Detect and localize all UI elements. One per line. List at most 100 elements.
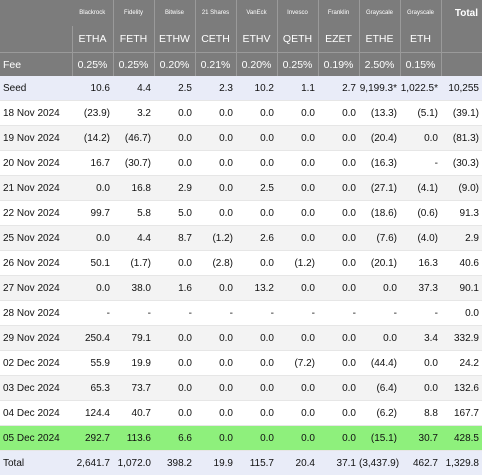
fee-eth: 0.15% xyxy=(400,52,442,76)
flow-cell: 0.0 xyxy=(318,200,359,226)
ticker-feth: FETH xyxy=(113,26,155,53)
flow-cell: 0.0 xyxy=(400,350,441,376)
ticker-qeth: QETH xyxy=(277,26,319,53)
issuer-bitwise: Bitwise xyxy=(154,0,196,26)
flow-cell: 0.0 xyxy=(154,350,195,376)
flow-cell: 0.0 xyxy=(236,200,277,226)
flow-cell: 0.0 xyxy=(318,350,359,376)
fee-etha: 0.25% xyxy=(72,52,114,76)
row-total-cell: 167.7 xyxy=(441,400,482,426)
flow-cell: 6.6 xyxy=(154,425,195,451)
flow-cell: 5.8 xyxy=(113,200,154,226)
corner-cell xyxy=(0,0,72,26)
row-date: 27 Nov 2024 xyxy=(0,275,72,301)
flow-cell: 19.9 xyxy=(113,350,154,376)
flow-cell: 10.2 xyxy=(236,76,277,101)
flow-cell: 0.0 xyxy=(277,150,318,176)
flow-cell: (15.1) xyxy=(359,425,400,451)
flow-cell: 4.4 xyxy=(113,225,154,251)
flow-cell: (7.2) xyxy=(277,350,318,376)
flow-cell: 2.7 xyxy=(318,76,359,101)
flow-cell: 0.0 xyxy=(236,425,277,451)
flow-cell: (27.1) xyxy=(359,175,400,201)
flow-cell: - xyxy=(236,300,277,326)
flow-cell: 0.0 xyxy=(318,400,359,426)
flow-cell: 0.0 xyxy=(72,275,113,301)
flow-cell: (6.2) xyxy=(359,400,400,426)
row-total-cell: 90.1 xyxy=(441,275,482,301)
flow-cell: 0.0 xyxy=(154,400,195,426)
flow-cell: 0.0 xyxy=(195,200,236,226)
flow-cell: 3.4 xyxy=(400,325,441,351)
table-row: 27 Nov 2024 0.0 38.0 1.6 0.0 13.2 0.0 0.0 0.0 37.… xyxy=(0,275,482,301)
flow-cell: (5.1) xyxy=(400,100,441,126)
flow-cell: 0.0 xyxy=(318,425,359,451)
row-total-cell: 40.6 xyxy=(441,250,482,276)
row-total-cell: (39.1) xyxy=(441,100,482,126)
flow-cell: 0.0 xyxy=(400,125,441,151)
fee-feth: 0.25% xyxy=(113,52,155,76)
flow-cell: 8.8 xyxy=(400,400,441,426)
flow-cell: 0.0 xyxy=(359,275,400,301)
row-total-cell: (9.0) xyxy=(441,175,482,201)
flow-cell: 0.0 xyxy=(154,250,195,276)
flow-cell: 0.0 xyxy=(277,125,318,151)
flow-cell: (3,437.9) xyxy=(359,450,400,475)
flow-cell: 1.6 xyxy=(154,275,195,301)
flow-cell: 0.0 xyxy=(318,325,359,351)
flow-cell: 2.5 xyxy=(236,175,277,201)
flow-cell: - xyxy=(359,300,400,326)
table-row: 19 Nov 2024 (14.2) (46.7) 0.0 0.0 0.0 0.0 0.0 (2… xyxy=(0,125,482,151)
fee-ezet: 0.19% xyxy=(318,52,360,76)
flow-cell: 0.0 xyxy=(195,275,236,301)
table-row: 22 Nov 2024 99.7 5.8 5.0 0.0 0.0 0.0 0.0 (18.6)(… xyxy=(0,200,482,226)
flow-cell: (44.4) xyxy=(359,350,400,376)
total-row: Total 2,641.7 1,072.0 398.2 19.9 115.7 20.4 37.… xyxy=(0,450,482,475)
flow-cell: 0.0 xyxy=(195,375,236,401)
table-row: 26 Nov 2024 50.1 (1.7) 0.0 (2.8) 0.0 (1.2) 0.0(… xyxy=(0,250,482,276)
flow-cell: (14.2) xyxy=(72,125,113,151)
flow-cell: 0.0 xyxy=(236,150,277,176)
flow-cell: 0.0 xyxy=(72,175,113,201)
flow-cell: 50.1 xyxy=(72,250,113,276)
fee-qeth: 0.25% xyxy=(277,52,319,76)
flow-cell: (6.4) xyxy=(359,375,400,401)
flow-cell: 16.7 xyxy=(72,150,113,176)
flow-cell: 0.0 xyxy=(318,225,359,251)
table-row: 02 Dec 2024 55.9 19.9 0.0 0.0 0.0 (7.2) 0.0 (44.… xyxy=(0,350,482,376)
flow-cell: 0.0 xyxy=(277,425,318,451)
flow-cell: (46.7) xyxy=(113,125,154,151)
fee-ethe: 2.50% xyxy=(359,52,401,76)
flow-cell: 65.3 xyxy=(72,375,113,401)
row-total-cell: (30.3) xyxy=(441,150,482,176)
ticker-ezet: EZET xyxy=(318,26,360,53)
flow-cell: 1,072.0 xyxy=(113,450,154,475)
flow-cell: 398.2 xyxy=(154,450,195,475)
row-total-cell: 2.9 xyxy=(441,225,482,251)
row-date: 04 Dec 2024 xyxy=(0,400,72,426)
flow-cell: 0.0 xyxy=(277,325,318,351)
flow-cell: 462.7 xyxy=(400,450,441,475)
flow-cell: 0.0 xyxy=(154,325,195,351)
flow-cell: 0.0 xyxy=(318,275,359,301)
flow-cell: 115.7 xyxy=(236,450,277,475)
flow-cell: 0.0 xyxy=(195,150,236,176)
flow-cell: 1,022.5* xyxy=(400,76,441,101)
flow-cell: (30.7) xyxy=(113,150,154,176)
ticker-etha: ETHA xyxy=(72,26,114,53)
flow-cell: 0.0 xyxy=(236,375,277,401)
flow-cell: 124.4 xyxy=(72,400,113,426)
flow-cell: 0.0 xyxy=(277,225,318,251)
flow-cell: 0.0 xyxy=(277,275,318,301)
flow-cell: 2,641.7 xyxy=(72,450,113,475)
row-total-cell: 24.2 xyxy=(441,350,482,376)
row-date: 18 Nov 2024 xyxy=(0,100,72,126)
flow-cell: (16.3) xyxy=(359,150,400,176)
row-date: Total xyxy=(0,450,72,475)
flow-cell: 2.6 xyxy=(236,225,277,251)
flow-cell: (20.1) xyxy=(359,250,400,276)
flow-cell: 30.7 xyxy=(400,425,441,451)
flow-cell: 37.3 xyxy=(400,275,441,301)
row-date: 02 Dec 2024 xyxy=(0,350,72,376)
